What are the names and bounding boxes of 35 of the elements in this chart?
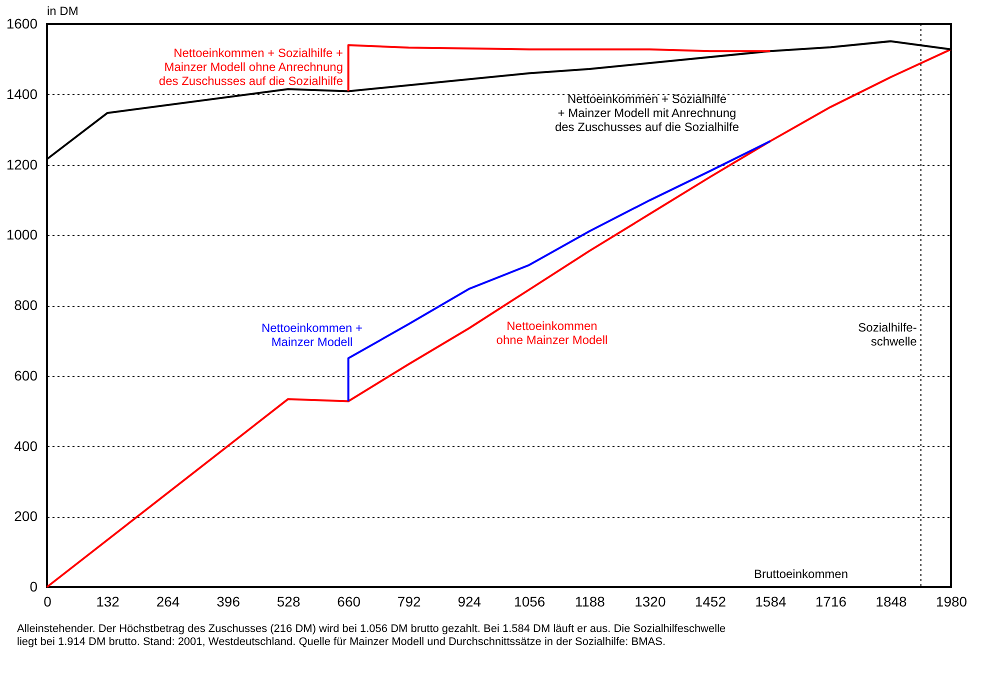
x-tick-label: 528 <box>276 594 300 610</box>
series-label: Nettoeinkommen + Sozialhilfe + Mainzer Modell mit Anrechnung des Zuschusses auf die Sozialhilfe <box>554 92 740 134</box>
y-axis-title: in DM <box>47 4 78 18</box>
x-tick-label: 1716 <box>815 594 847 610</box>
series-label: Nettoeinkommen + Mainzer Modell <box>261 321 363 349</box>
y-tick-label: 1200 <box>6 156 38 172</box>
x-tick-label: 396 <box>216 594 240 610</box>
y-tick-label: 200 <box>14 508 38 524</box>
line-series <box>46 48 952 588</box>
x-axis-title: Bruttoeinkommen <box>754 567 848 581</box>
x-tick-label: 1980 <box>936 594 968 610</box>
x-tick-label: 1188 <box>574 594 606 610</box>
y-tick-label: 1400 <box>6 86 38 102</box>
y-tick-label: 600 <box>14 367 38 384</box>
line-series <box>347 44 772 92</box>
x-tick-label: 792 <box>397 594 421 610</box>
y-tick-label: 0 <box>30 578 38 594</box>
x-tick-label: 264 <box>156 594 180 610</box>
series-label: Nettoeinkommen + Sozialhilfe + Mainzer Modell ohne Anrechnung des Zuschusses auf die Sozialhilfe <box>158 46 344 88</box>
x-tick-label: 0 <box>44 594 52 610</box>
x-tick-label: 1452 <box>694 594 726 610</box>
y-tick-label: 800 <box>14 297 38 313</box>
x-tick-label: 924 <box>458 594 482 610</box>
x-tick-label: 1320 <box>634 594 666 610</box>
x-tick-label: 660 <box>337 594 361 610</box>
ref-line-label: Sozialhilfe- schwelle <box>858 320 918 348</box>
x-tick-label: 132 <box>96 594 120 610</box>
x-tick-label: 1848 <box>876 594 908 610</box>
x-tick-label: 1056 <box>514 594 546 610</box>
y-tick-label: 400 <box>14 438 38 454</box>
y-tick-label: 1600 <box>6 16 38 32</box>
x-tick-label: 1584 <box>755 594 786 610</box>
y-tick-label: 1000 <box>6 226 38 243</box>
series-label: Nettoeinkommen ohne Mainzer Modell <box>496 319 608 347</box>
text: Alleinstehender. Der Höchstbetrag des Zuschusses (216 DM) wird bei 1.056 DM brutto gezahlt. Bei 1.584 DM läuft er aus. Die Sozialhilfeschwelle liegt bei 1.914 DM brutto. Stand: 2001, Westdeutschland. Quelle für Mainzer Modell und Durchschnittssätze in der Sozialhilfe: BMAS. <box>17 623 726 648</box>
